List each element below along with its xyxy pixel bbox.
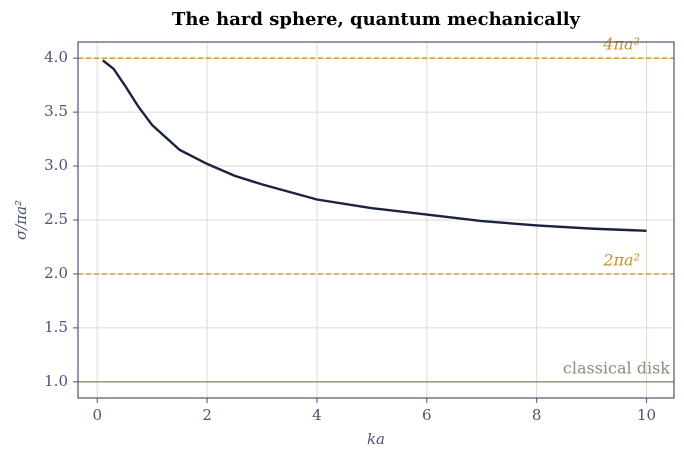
data-line [101,59,647,232]
y-tick-label: 2.0 [44,264,68,282]
y-tick-label: 1.5 [44,318,68,336]
y-tick-label: 1.0 [44,372,68,390]
y-tick-label: 4.0 [44,48,68,66]
chart-title: The hard sphere, quantum mechanically [172,9,581,30]
y-tick-label: 3.0 [44,156,68,174]
y-axis-label: σ/πa² [12,200,30,240]
y-tick-label: 2.5 [44,210,68,228]
x-tick-label: 4 [312,406,322,424]
y-tick-label: 3.5 [44,102,68,120]
x-tick-label: 2 [202,406,212,424]
reference-label: classical disk [563,358,670,377]
plot-frame [77,41,675,399]
reference-label: 4πa² [602,35,640,54]
reference-label: 2πa² [602,250,640,269]
x-tick-label: 8 [532,406,542,424]
x-tick-label: 10 [637,406,656,424]
x-tick-label: 0 [92,406,102,424]
x-tick-label: 6 [422,406,432,424]
x-axis-label: ka [367,430,385,448]
